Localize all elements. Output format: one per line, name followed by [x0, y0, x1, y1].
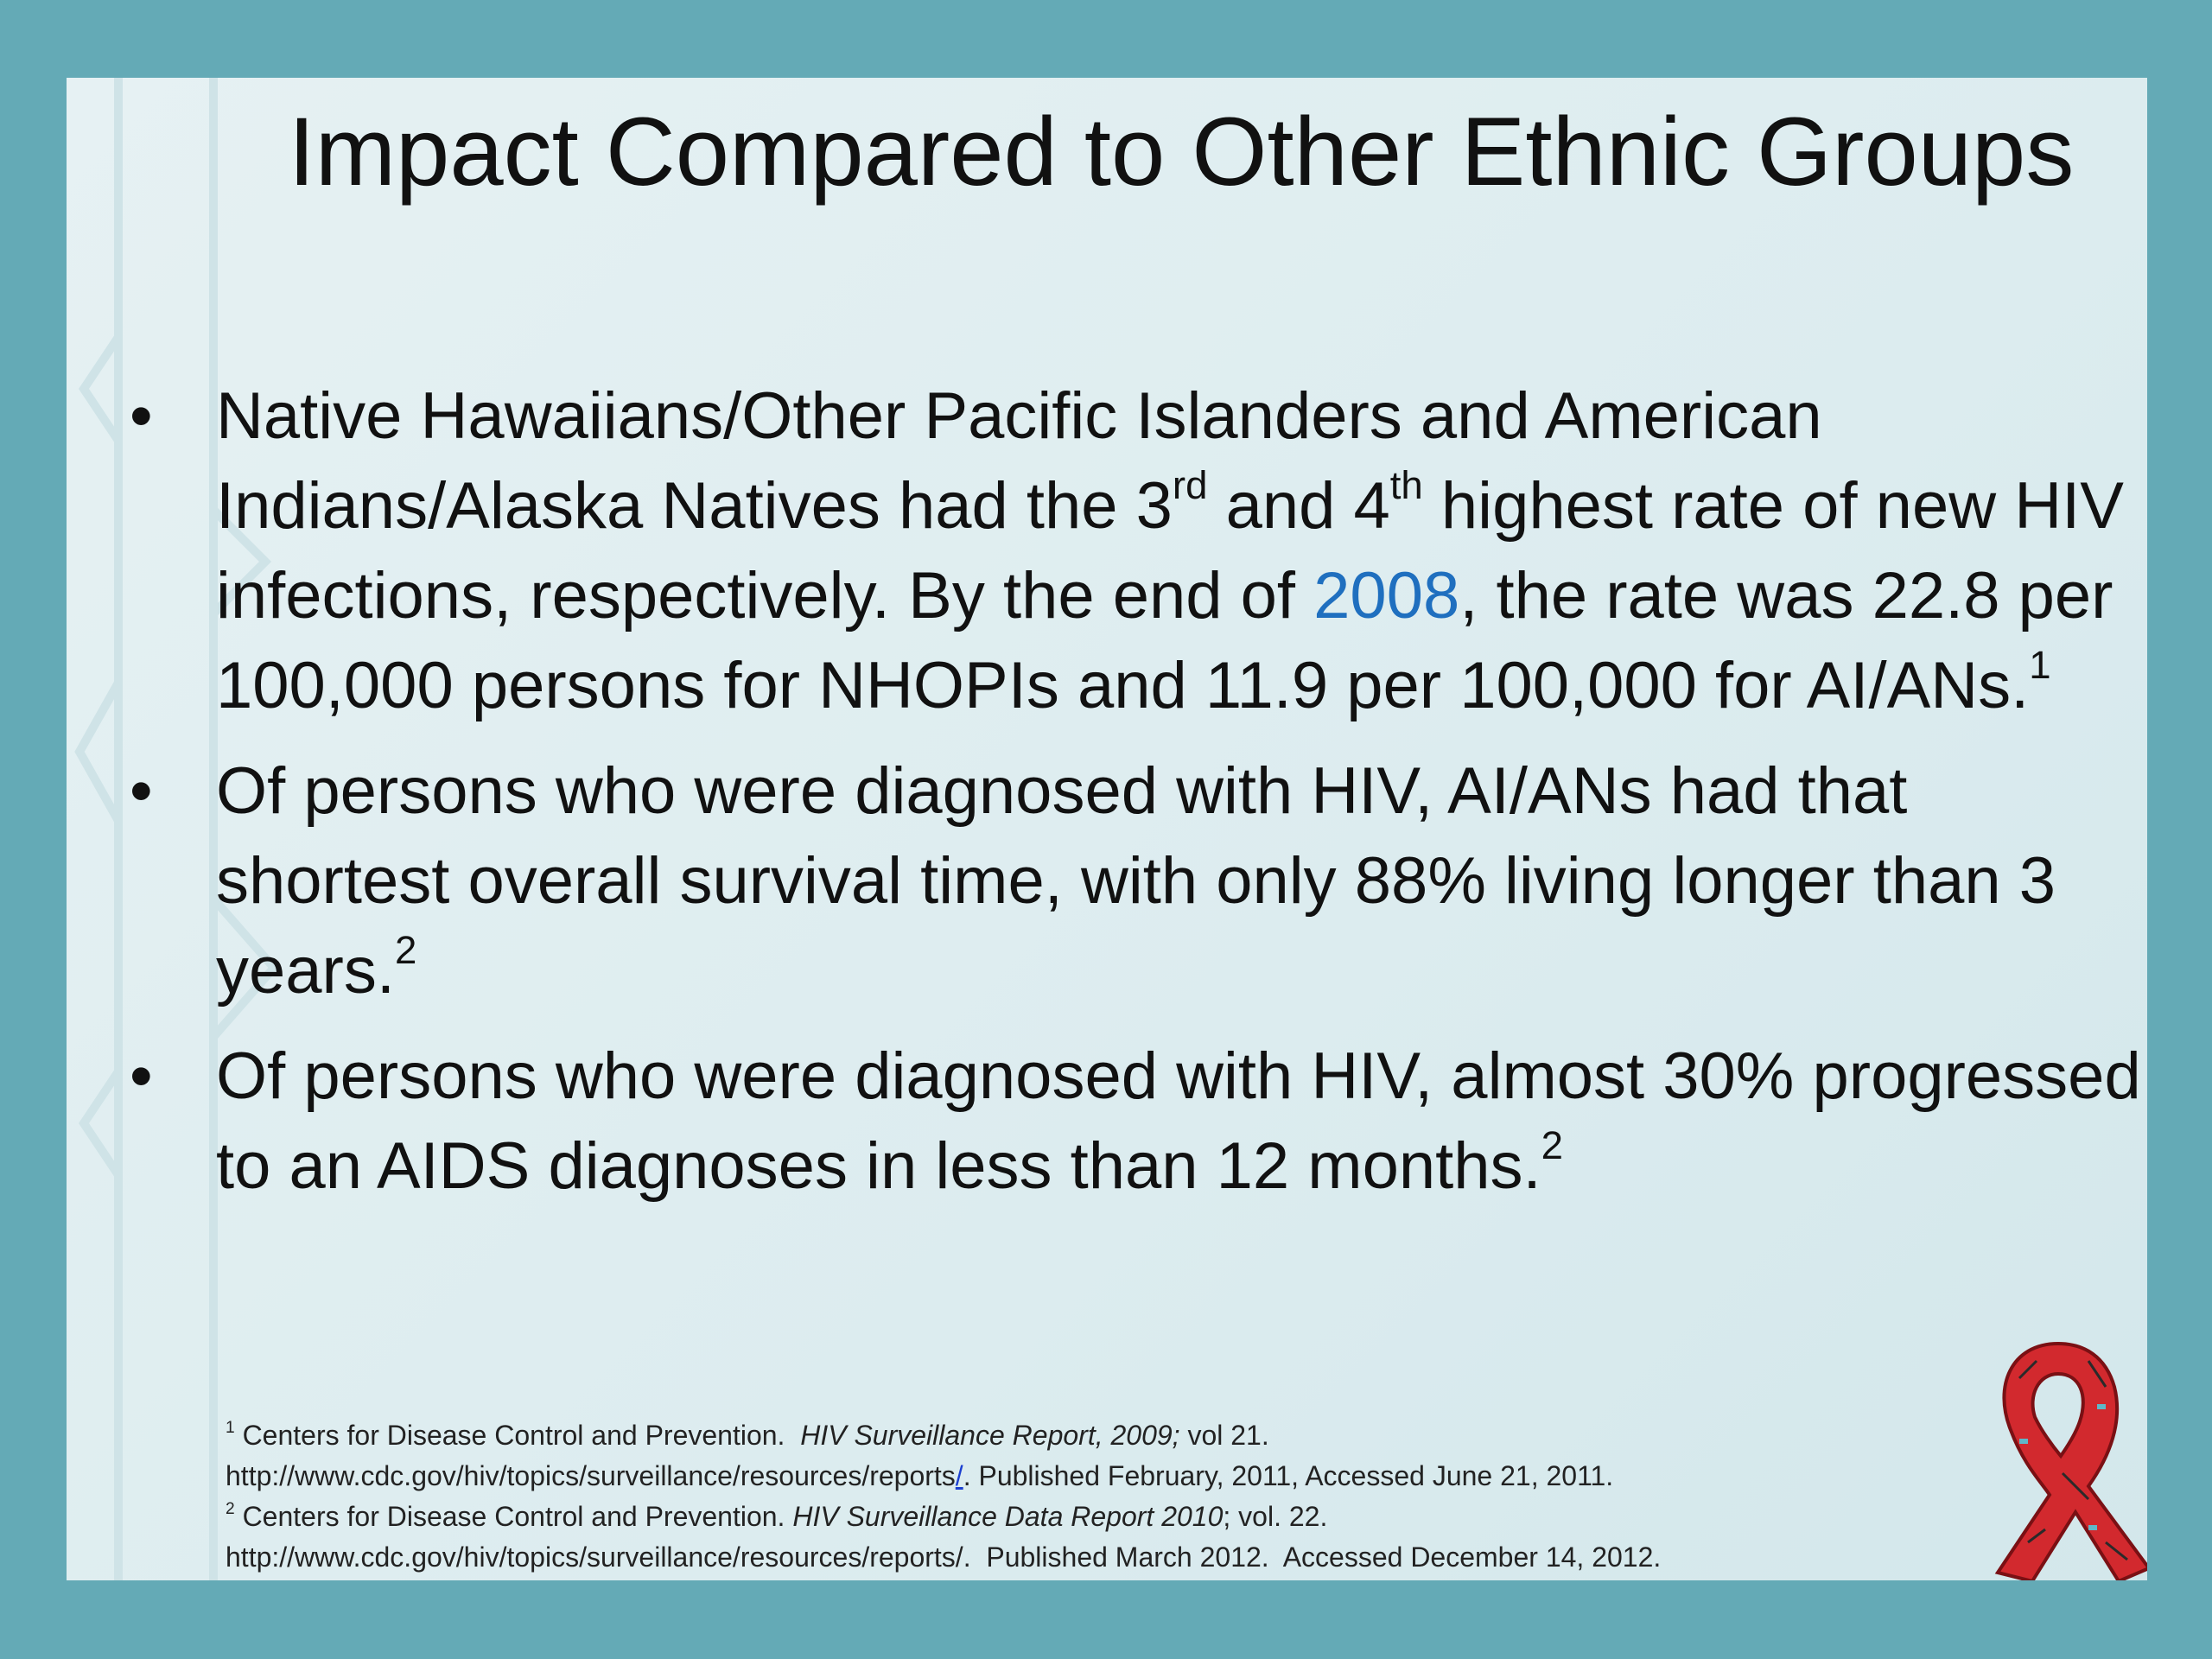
text: Of persons who were diagnosed with HIV, … [216, 754, 2056, 1007]
text: Of persons who were diagnosed with HIV, … [216, 1039, 2141, 1203]
superscript: 2 [394, 927, 417, 972]
text: Native Hawaiians/Other Pacific Islanders… [216, 379, 1822, 543]
slide: Impact Compared to Other Ethnic Groups N… [67, 78, 2147, 1580]
superscript: 2 [226, 1499, 235, 1518]
bullet: Native Hawaiians/Other Pacific Islanders… [130, 372, 2147, 731]
bullet-list: Native Hawaiians/Other Pacific Islanders… [130, 372, 2147, 1227]
text: ; vol. 22. [1223, 1501, 1328, 1532]
text: http://www.cdc.gov/hiv/topics/surveillan… [226, 1460, 956, 1491]
text: highest rate of new HIV infections, resp… [216, 469, 2124, 632]
text: http://www.cdc.gov/hiv/topics/surveillan… [226, 1541, 1662, 1573]
text: . Published February, 2011, Accessed Jun… [963, 1460, 1614, 1491]
text: vol 21. [1179, 1420, 1269, 1451]
superscript: 1 [2029, 642, 2051, 687]
footnote-line: 2 Centers for Disease Control and Preven… [226, 1497, 1661, 1537]
superscript: rd [1172, 462, 1208, 507]
footnote-line: http://www.cdc.gov/hiv/topics/surveillan… [226, 1456, 1661, 1497]
red-ribbon [1994, 1341, 2147, 1580]
text: , the rate was 22.8 per 100,000 persons … [216, 559, 2113, 722]
superscript: 1 [226, 1418, 235, 1437]
superscript: 2 [1541, 1122, 1563, 1167]
text: Centers for Disease Control and Preventi… [234, 1420, 801, 1451]
bullet: Of persons who were diagnosed with HIV, … [130, 747, 2147, 1016]
slide-title: Impact Compared to Other Ethnic Groups [288, 98, 2075, 206]
superscript: th [1389, 462, 1423, 507]
italic-text: HIV Surveillance Report, 2009; [800, 1420, 1180, 1451]
link-text: / [955, 1460, 963, 1491]
text: Centers for Disease Control and Preventi… [234, 1501, 793, 1532]
footnote-line: 1 Centers for Disease Control and Preven… [226, 1415, 1661, 1456]
link-text: 2008 [1313, 559, 1460, 632]
bullet: Of persons who were diagnosed with HIV, … [130, 1032, 2147, 1211]
footnote-line: http://www.cdc.gov/hiv/topics/surveillan… [226, 1537, 1661, 1578]
text: and 4 [1207, 469, 1390, 543]
italic-text: HIV Surveillance Data Report 2010 [792, 1501, 1224, 1532]
footnotes: 1 Centers for Disease Control and Preven… [226, 1415, 1661, 1578]
